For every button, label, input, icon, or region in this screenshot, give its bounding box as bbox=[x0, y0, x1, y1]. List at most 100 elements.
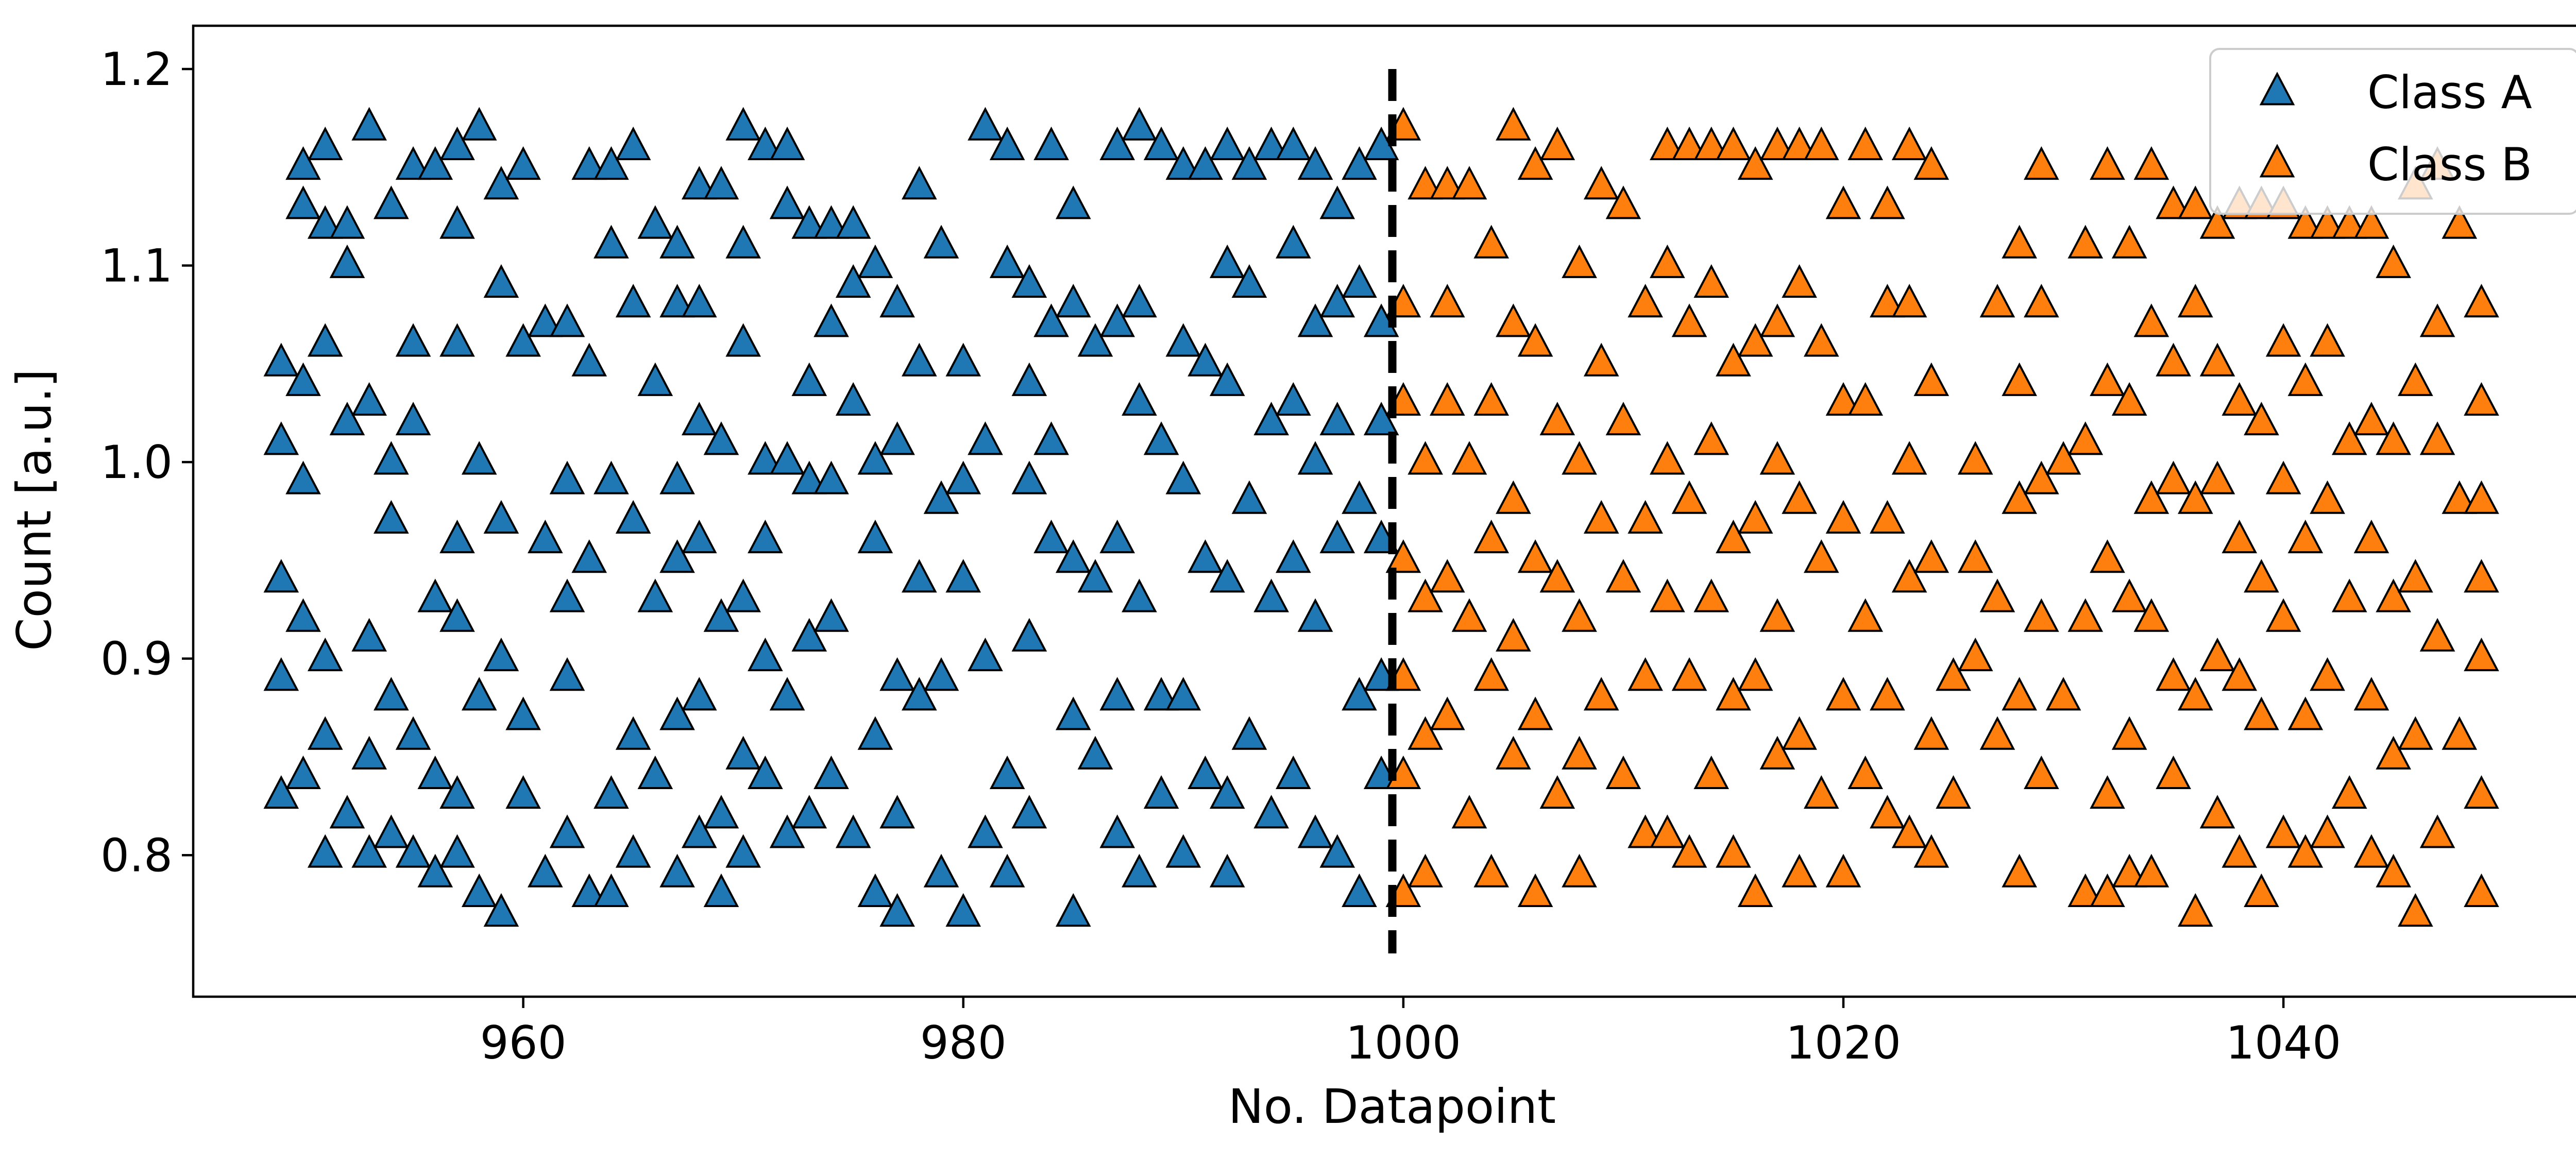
class-b-point bbox=[1848, 755, 1884, 790]
class-b-point bbox=[2331, 578, 2367, 612]
class-a-point bbox=[748, 126, 783, 160]
class-b-point bbox=[2199, 205, 2235, 239]
class-a-point bbox=[351, 107, 387, 141]
class-a-point bbox=[505, 775, 541, 809]
class-a-point bbox=[901, 166, 937, 200]
class-b-point bbox=[1473, 519, 1509, 554]
class-a-point bbox=[527, 519, 563, 554]
class-a-point bbox=[769, 814, 805, 848]
class-b-point bbox=[1979, 284, 2015, 318]
class-b-point bbox=[1650, 441, 1685, 475]
class-b-point bbox=[2111, 578, 2147, 612]
class-b-point bbox=[1473, 657, 1509, 691]
plot-frame bbox=[192, 24, 2576, 998]
class-a-point bbox=[439, 126, 475, 160]
class-a-point bbox=[681, 166, 717, 200]
class-a-point bbox=[1188, 755, 1223, 790]
class-b-point bbox=[2222, 519, 2258, 554]
class-b-point bbox=[2177, 185, 2213, 219]
class-b-point bbox=[2353, 834, 2389, 868]
class-a-point bbox=[1165, 460, 1201, 494]
class-b-point bbox=[1693, 578, 1730, 612]
class-b-point bbox=[2287, 834, 2324, 868]
class-b-point bbox=[1716, 519, 1751, 554]
class-a-point bbox=[1297, 598, 1333, 632]
class-b-point bbox=[2442, 205, 2478, 239]
class-b-point bbox=[2024, 284, 2059, 318]
class-a-point bbox=[1188, 146, 1223, 180]
class-a-point bbox=[769, 126, 805, 160]
class-b-point bbox=[2133, 303, 2170, 337]
y-tick-label: 0.9 bbox=[100, 633, 173, 686]
class-b-point bbox=[2464, 775, 2499, 809]
class-a-point bbox=[439, 323, 475, 357]
class-b-point bbox=[1496, 303, 1531, 337]
class-a-point bbox=[615, 284, 651, 318]
class-b-point bbox=[1650, 578, 1685, 612]
y-tick-label: 1.1 bbox=[100, 240, 173, 293]
class-b-point bbox=[1737, 657, 1773, 691]
class-b-point bbox=[1891, 284, 1927, 318]
class-a-point bbox=[263, 657, 299, 691]
class-b-point bbox=[2067, 598, 2104, 632]
y-axis-label: Count [a.u.] bbox=[7, 369, 62, 651]
class-b-point bbox=[2353, 401, 2389, 436]
class-a-point bbox=[1319, 401, 1355, 436]
class-b-point bbox=[1517, 146, 1553, 180]
class-b-point bbox=[2156, 185, 2191, 219]
class-a-point bbox=[725, 107, 761, 141]
class-b-point bbox=[1650, 244, 1685, 278]
class-b-point bbox=[2090, 775, 2125, 809]
class-b-point bbox=[1759, 441, 1795, 475]
class-b-point bbox=[2222, 834, 2258, 868]
class-a-point bbox=[1363, 401, 1399, 436]
class-a-point bbox=[989, 244, 1025, 278]
class-a-point bbox=[1319, 519, 1355, 554]
class-a-point bbox=[945, 893, 981, 927]
class-b-point bbox=[1957, 539, 1993, 573]
class-b-point bbox=[1979, 578, 2015, 612]
class-a-point bbox=[1276, 382, 1311, 416]
class-a-point bbox=[1231, 716, 1267, 750]
class-a-point bbox=[1122, 578, 1157, 612]
class-a-point bbox=[1231, 146, 1267, 180]
class-b-point bbox=[1693, 126, 1730, 160]
x-tick-label: 1000 bbox=[1346, 1016, 1461, 1069]
class-a-point bbox=[1122, 107, 1157, 141]
class-b-point bbox=[2310, 480, 2345, 514]
class-a-point bbox=[285, 460, 321, 494]
class-b-point bbox=[2331, 775, 2367, 809]
class-b-point bbox=[1408, 853, 1443, 887]
class-a-point bbox=[483, 264, 519, 298]
class-b-point bbox=[1716, 126, 1751, 160]
class-a-point bbox=[549, 578, 585, 612]
class-b-point bbox=[2287, 519, 2324, 554]
class-a-point bbox=[1342, 873, 1377, 907]
class-a-point bbox=[1253, 401, 1289, 436]
class-a-point bbox=[857, 441, 893, 475]
class-a-point bbox=[615, 126, 651, 160]
class-a-point bbox=[505, 696, 541, 730]
class-a-point bbox=[594, 146, 629, 180]
class-b-point bbox=[2376, 736, 2411, 770]
class-a-point bbox=[681, 814, 717, 848]
class-b-point bbox=[1628, 500, 1663, 534]
class-b-point bbox=[2111, 716, 2147, 750]
class-a-point bbox=[1276, 126, 1311, 160]
class-b-point bbox=[1891, 559, 1927, 593]
class-b-point bbox=[1737, 500, 1773, 534]
class-b-point bbox=[1716, 677, 1751, 711]
class-b-point bbox=[1451, 598, 1487, 632]
class-b-point bbox=[1583, 343, 1619, 377]
class-a-point bbox=[461, 107, 497, 141]
class-b-point bbox=[1605, 755, 1641, 790]
class-b-point bbox=[2353, 519, 2389, 554]
class-a-point bbox=[857, 873, 893, 907]
class-b-point bbox=[1825, 500, 1861, 534]
class-a-point bbox=[263, 559, 299, 593]
y-axis: 0.8 0.9 1.0 1.1 1.2 bbox=[100, 43, 193, 882]
class-b-point bbox=[2419, 421, 2455, 455]
class-a-point bbox=[989, 853, 1025, 887]
class-a-point bbox=[1209, 559, 1245, 593]
class-b-point bbox=[1605, 559, 1641, 593]
